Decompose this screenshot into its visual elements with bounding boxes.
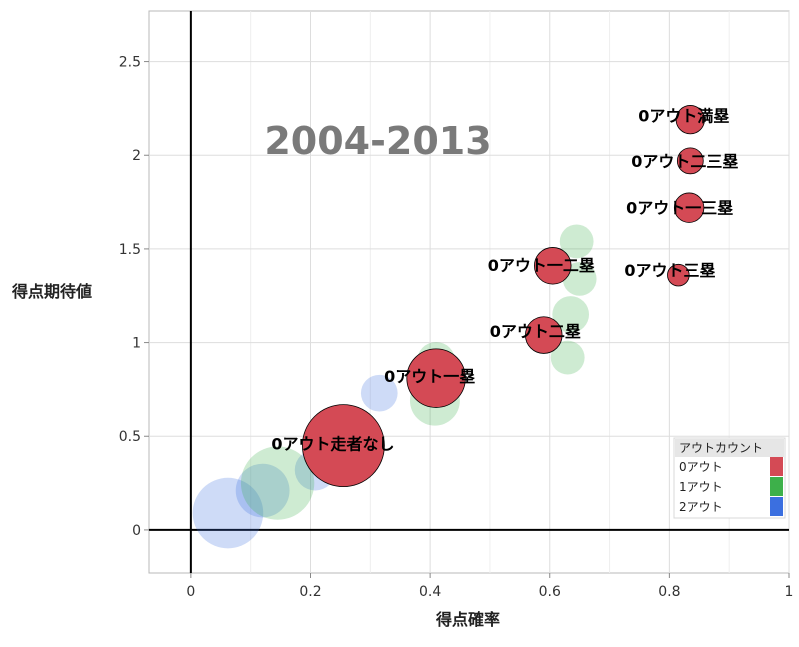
bubble-2out — [235, 463, 290, 518]
y-axis-title: 得点期待値 — [11, 282, 92, 301]
bubble-0out — [675, 105, 705, 135]
legend-label: 0アウト — [679, 460, 723, 474]
x-tick-label: 0 — [186, 584, 195, 600]
chart-title: 2004-2013 — [264, 119, 491, 163]
point-labels: 0アウト走者なし 0アウト一塁 0アウト二塁 0アウト一二塁 0アウト三塁 0アウト一三塁… — [271, 107, 738, 454]
x-tick-label: 0.8 — [658, 584, 680, 600]
point-label: 0アウト走者なし — [271, 435, 394, 454]
bubble-1out — [550, 340, 585, 375]
point-label: 0アウト満塁 — [638, 107, 729, 126]
x-tick-label: 1 — [785, 584, 794, 600]
y-tick-label: 0.5 — [119, 429, 141, 445]
bubble-2out — [192, 477, 264, 549]
point-label: 0アウト一三塁 — [626, 199, 733, 218]
legend: アウトカウント 0アウト 1アウト 2アウト — [673, 437, 786, 519]
point-label: 0アウト二塁 — [490, 322, 581, 341]
x-axis-ticks: 0 0.2 0.4 0.6 0.8 1 — [186, 573, 793, 600]
point-label: 0アウト一二塁 — [488, 256, 595, 275]
bubble-1out — [552, 296, 590, 333]
legend-swatch — [770, 497, 783, 516]
bubble-0out — [406, 348, 466, 408]
legend-items: 0アウト 1アウト 2アウト — [679, 457, 783, 516]
point-label: 0アウト一塁 — [384, 367, 475, 386]
legend-title: アウトカウント — [679, 441, 763, 455]
bubble-0out — [301, 404, 385, 488]
point-label: 0アウト三塁 — [624, 261, 715, 280]
bubbles — [192, 105, 705, 549]
y-tick-label: 0 — [132, 523, 141, 539]
legend-swatch — [770, 477, 783, 496]
legend-header — [675, 439, 784, 457]
bubble-1out — [240, 446, 315, 520]
bubble-0out — [673, 192, 705, 223]
bubble-0out — [534, 247, 572, 285]
x-tick-label: 0.4 — [419, 584, 441, 600]
bubble-0out — [525, 316, 563, 354]
legend-swatch — [770, 457, 783, 476]
legend-label: 1アウト — [679, 480, 723, 494]
bubble-1out — [562, 261, 597, 296]
y-tick-label: 1.5 — [119, 242, 141, 258]
zero-axis-lines — [149, 11, 789, 573]
x-tick-label: 0.2 — [299, 584, 321, 600]
y-tick-label: 2.5 — [119, 55, 141, 71]
bubble-0out — [676, 147, 704, 175]
y-axis-ticks: 0 0.5 1 1.5 2 2.5 — [119, 55, 149, 539]
point-label: 0アウト二三塁 — [631, 152, 738, 171]
bubble-2out — [360, 374, 398, 412]
y-tick-label: 1 — [132, 336, 141, 352]
x-axis-title: 得点確率 — [435, 610, 500, 629]
y-tick-label: 2 — [132, 148, 141, 164]
bubble-0out — [667, 263, 690, 287]
legend-label: 2アウト — [679, 500, 723, 514]
x-tick-label: 0.6 — [539, 584, 561, 600]
bubble-1out — [559, 224, 594, 259]
